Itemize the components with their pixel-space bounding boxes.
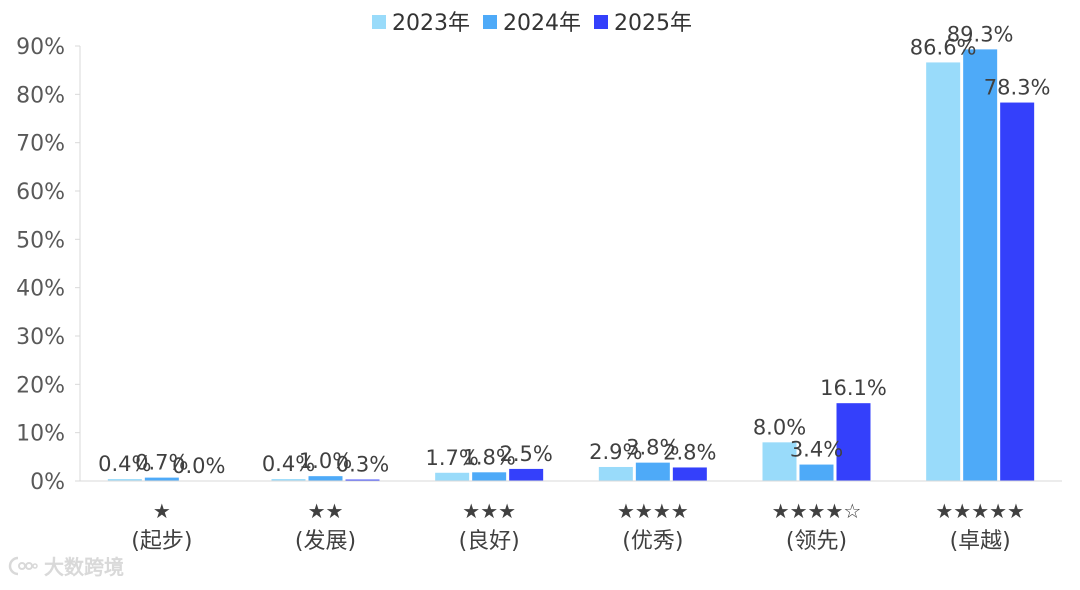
data-label: 1.8% bbox=[462, 445, 515, 469]
data-label: 3.8% bbox=[626, 436, 679, 460]
legend-swatch bbox=[372, 15, 386, 29]
x-tick-stars: ★★★★☆ bbox=[772, 499, 862, 523]
bars bbox=[107, 49, 1035, 482]
data-label: 0.3% bbox=[336, 453, 389, 477]
legend-label: 2024年 bbox=[503, 11, 581, 36]
x-tick-label: (优秀) bbox=[622, 529, 683, 554]
data-label: 0.7% bbox=[135, 451, 188, 475]
y-tick-label: 80% bbox=[16, 83, 65, 108]
y-tick-label: 10% bbox=[16, 422, 65, 447]
y-tick-label: 90% bbox=[16, 35, 65, 60]
y-tick-label: 50% bbox=[16, 228, 65, 253]
bar-3 bbox=[1000, 102, 1035, 482]
legend-swatch bbox=[483, 15, 497, 29]
data-label: 86.6% bbox=[910, 35, 977, 59]
data-label: 2.5% bbox=[499, 442, 552, 466]
bar-2 bbox=[963, 49, 998, 482]
y-tick-label: 0% bbox=[30, 470, 65, 495]
x-tick-label: (卓越) bbox=[950, 529, 1011, 554]
watermark-logo-icon bbox=[8, 556, 38, 575]
data-label: 2.9% bbox=[589, 440, 642, 464]
bar-3 bbox=[345, 479, 380, 481]
data-label: 89.3% bbox=[947, 22, 1014, 46]
data-label: 2.8% bbox=[663, 440, 716, 464]
data-label: 1.7% bbox=[425, 446, 478, 470]
bar-3 bbox=[509, 468, 544, 481]
bar-1 bbox=[107, 479, 142, 481]
x-tick-label: (领先) bbox=[786, 529, 847, 554]
x-tick-stars: ★★★ bbox=[462, 499, 516, 523]
bar-3 bbox=[836, 403, 871, 481]
data-label: 78.3% bbox=[984, 76, 1051, 100]
x-tick-stars: ★★★★ bbox=[617, 499, 689, 523]
x-tick-stars: ★★★★★ bbox=[935, 499, 1025, 523]
y-tick-label: 60% bbox=[16, 180, 65, 205]
watermark: 大数跨境 bbox=[8, 551, 124, 580]
legend-swatch bbox=[594, 15, 608, 29]
x-tick-label: (发展) bbox=[295, 529, 356, 554]
bar-2 bbox=[635, 462, 670, 481]
watermark-text: 大数跨境 bbox=[44, 555, 124, 579]
data-label: 3.4% bbox=[790, 438, 843, 462]
data-label: 1.0% bbox=[299, 449, 352, 473]
legend-label: 2025年 bbox=[614, 11, 692, 36]
data-labels: 0.4%0.7%0.0% 0.4%1.0%0.3% 1.7%1.8%2.5% 2.9%… bbox=[98, 22, 1050, 478]
bar-2 bbox=[472, 472, 507, 481]
bar-2 bbox=[799, 464, 834, 481]
bar-1 bbox=[435, 472, 470, 481]
data-label: 0.0% bbox=[172, 454, 225, 478]
data-label: 0.4% bbox=[98, 452, 151, 476]
x-tick-stars: ★ bbox=[153, 499, 171, 523]
bar-1 bbox=[271, 479, 306, 481]
y-tick-label: 40% bbox=[16, 277, 65, 302]
legend: 2023年 2024年 2025年 bbox=[372, 11, 692, 36]
data-label: 0.4% bbox=[262, 452, 315, 476]
bar-2 bbox=[144, 477, 179, 481]
bar-1 bbox=[598, 466, 633, 481]
y-tick-label: 70% bbox=[16, 132, 65, 157]
data-label: 16.1% bbox=[820, 376, 887, 400]
bar-1 bbox=[762, 442, 797, 481]
bar-1 bbox=[926, 62, 961, 481]
x-axis: ★ (起步) ★★ (发展) ★★★ (良好) ★★★★ (优秀) ★★★★☆ (领先) ★★★★★… bbox=[80, 480, 1062, 554]
bar-2 bbox=[308, 476, 343, 481]
x-tick-stars: ★★ bbox=[308, 499, 344, 523]
y-axis: 0% 10% 20% 30% 40% 50% 60% 70% 80% 90% bbox=[16, 35, 81, 495]
data-label: 8.0% bbox=[753, 415, 806, 439]
y-tick-label: 20% bbox=[16, 373, 65, 398]
x-tick-label: (起步) bbox=[131, 529, 192, 554]
bar-3 bbox=[672, 467, 707, 481]
legend-label: 2023年 bbox=[392, 11, 470, 36]
x-tick-label: (良好) bbox=[459, 529, 520, 554]
y-tick-label: 30% bbox=[16, 325, 65, 350]
